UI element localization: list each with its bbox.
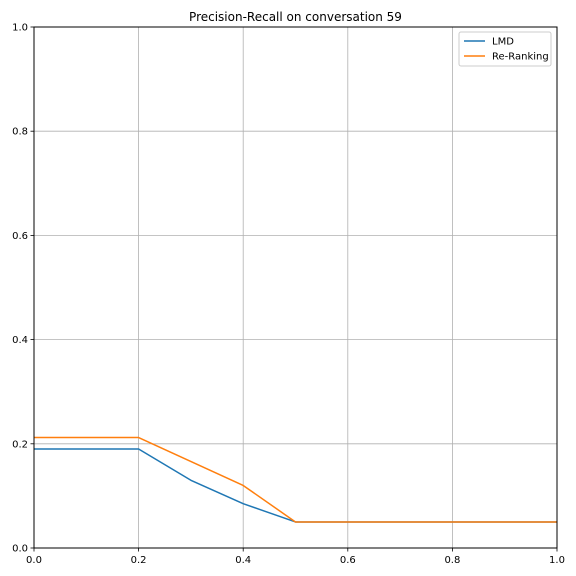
x-tick-label: 1.0 (549, 555, 565, 566)
y-tick-label: 0.4 (12, 335, 28, 346)
chart-title: Precision-Recall on conversation 59 (189, 10, 402, 24)
y-tick-label: 0.2 (12, 439, 28, 450)
legend-label-lmd: LMD (492, 37, 514, 48)
series-line-lmd (34, 448, 557, 523)
axis-ticks: 0.0 0.2 0.4 0.6 0.8 1.0 0.0 0.2 0.4 0.6 0.8 1.0 (12, 23, 565, 567)
y-tick-label: 1.0 (12, 23, 28, 34)
y-tick-label: 0.6 (12, 231, 28, 242)
x-tick-label: 0.8 (444, 555, 460, 566)
y-tick-label: 0.0 (12, 544, 28, 555)
legend: LMD Re-Ranking (458, 31, 552, 67)
plot-frame (33, 26, 558, 549)
x-tick-label: 0.0 (26, 555, 42, 566)
series-lines (34, 436, 557, 523)
x-tick-label: 0.2 (131, 555, 147, 566)
x-tick-label: 0.4 (235, 555, 251, 566)
grid-lines (33, 26, 558, 549)
x-tick-label: 0.6 (340, 555, 356, 566)
legend-label-re-ranking: Re-Ranking (492, 52, 549, 63)
y-tick-label: 0.8 (12, 127, 28, 138)
series-line-re-ranking (34, 436, 557, 523)
